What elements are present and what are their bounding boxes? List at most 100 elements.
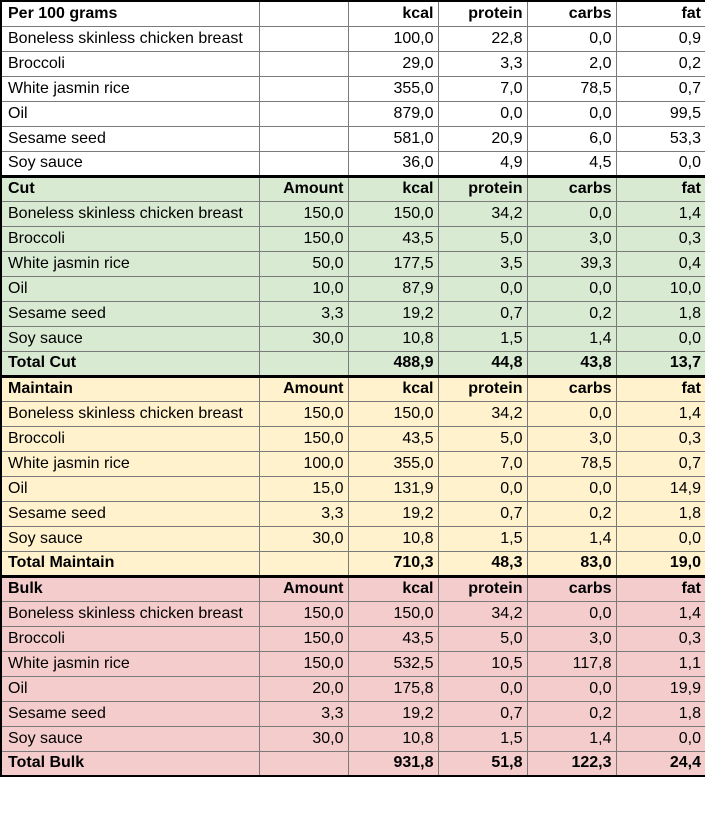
cell[interactable]: Sesame seed [0,700,260,727]
cell[interactable]: 0,3 [615,225,705,252]
header-cell[interactable]: Cut [0,174,260,202]
cell[interactable]: 1,8 [615,700,705,727]
cell[interactable]: 3,3 [437,50,528,77]
cell[interactable]: 78,5 [526,75,617,102]
cell[interactable]: Boneless skinless chicken breast [0,600,260,627]
cell[interactable] [258,25,349,52]
cell[interactable]: 43,5 [347,225,439,252]
cell[interactable]: 1,4 [526,725,617,752]
cell[interactable]: 22,8 [437,25,528,52]
cell[interactable]: 14,9 [615,475,705,502]
cell[interactable]: 15,0 [258,475,349,502]
header-cell[interactable]: carbs [526,374,617,402]
cell[interactable]: 3,0 [526,225,617,252]
header-cell[interactable]: kcal [347,0,439,27]
cell[interactable]: 7,0 [437,75,528,102]
cell[interactable]: 1,4 [615,400,705,427]
cell[interactable]: 150,0 [258,400,349,427]
cell[interactable]: 0,0 [526,600,617,627]
cell[interactable]: Soy sauce [0,725,260,752]
header-cell[interactable]: fat [615,374,705,402]
header-cell[interactable] [258,0,349,27]
cell[interactable]: 879,0 [347,100,439,127]
cell[interactable]: 10,8 [347,525,439,552]
cell[interactable] [258,125,349,152]
cell[interactable]: 150,0 [258,425,349,452]
cell[interactable]: 0,4 [615,250,705,277]
cell[interactable]: White jasmin rice [0,75,260,102]
cell[interactable]: 0,0 [615,725,705,752]
cell[interactable]: 0,0 [526,675,617,702]
total-cell[interactable]: Total Maintain [0,550,260,577]
cell[interactable]: 19,2 [347,300,439,327]
total-cell[interactable]: 122,3 [526,750,617,777]
cell[interactable]: 581,0 [347,125,439,152]
cell[interactable]: 0,3 [615,625,705,652]
cell[interactable]: 5,0 [437,225,528,252]
cell[interactable]: 150,0 [347,200,439,227]
header-cell[interactable]: carbs [526,0,617,27]
cell[interactable]: 4,9 [437,150,528,177]
total-cell[interactable]: 710,3 [347,550,439,577]
cell[interactable]: Soy sauce [0,325,260,352]
cell[interactable]: 34,2 [437,400,528,427]
cell[interactable]: 1,8 [615,300,705,327]
cell[interactable]: 0,0 [437,475,528,502]
cell[interactable]: 0,0 [615,325,705,352]
total-cell[interactable]: Total Bulk [0,750,260,777]
cell[interactable]: 355,0 [347,75,439,102]
cell[interactable]: 34,2 [437,600,528,627]
total-cell[interactable] [258,550,349,577]
cell[interactable]: 10,8 [347,325,439,352]
cell[interactable]: 1,4 [615,200,705,227]
cell[interactable]: 0,0 [526,475,617,502]
cell[interactable]: White jasmin rice [0,250,260,277]
total-cell[interactable]: Total Cut [0,350,260,377]
cell[interactable]: White jasmin rice [0,450,260,477]
cell[interactable]: 0,2 [526,500,617,527]
total-cell[interactable]: 488,9 [347,350,439,377]
header-cell[interactable]: protein [437,574,528,602]
header-cell[interactable]: Maintain [0,374,260,402]
cell[interactable]: 150,0 [347,400,439,427]
cell[interactable]: Oil [0,475,260,502]
cell[interactable]: 10,0 [615,275,705,302]
cell[interactable]: 0,0 [526,275,617,302]
total-cell[interactable]: 43,8 [526,350,617,377]
cell[interactable]: 532,5 [347,650,439,677]
header-cell[interactable]: Amount [258,574,349,602]
cell[interactable]: 150,0 [258,200,349,227]
cell[interactable]: 78,5 [526,450,617,477]
cell[interactable]: 6,0 [526,125,617,152]
cell[interactable]: 0,3 [615,425,705,452]
cell[interactable]: 30,0 [258,525,349,552]
cell[interactable]: Soy sauce [0,525,260,552]
cell[interactable]: Soy sauce [0,150,260,177]
header-cell[interactable]: Bulk [0,574,260,602]
total-cell[interactable]: 44,8 [437,350,528,377]
header-cell[interactable]: carbs [526,574,617,602]
cell[interactable]: 3,3 [258,500,349,527]
cell[interactable]: Broccoli [0,225,260,252]
cell[interactable]: 0,2 [526,700,617,727]
header-cell[interactable]: fat [615,174,705,202]
cell[interactable]: 43,5 [347,425,439,452]
cell[interactable]: 1,5 [437,525,528,552]
total-cell[interactable]: 51,8 [437,750,528,777]
cell[interactable] [258,100,349,127]
header-cell[interactable]: protein [437,0,528,27]
header-cell[interactable]: fat [615,0,705,27]
cell[interactable]: 355,0 [347,450,439,477]
cell[interactable]: 0,7 [437,500,528,527]
cell[interactable]: 0,7 [437,300,528,327]
cell[interactable]: Broccoli [0,625,260,652]
cell[interactable]: White jasmin rice [0,650,260,677]
cell[interactable]: 1,4 [615,600,705,627]
cell[interactable]: 1,4 [526,325,617,352]
total-cell[interactable]: 83,0 [526,550,617,577]
cell[interactable]: 1,8 [615,500,705,527]
cell[interactable]: 10,5 [437,650,528,677]
cell[interactable]: 0,0 [526,400,617,427]
cell[interactable]: 5,0 [437,625,528,652]
cell[interactable]: 53,3 [615,125,705,152]
